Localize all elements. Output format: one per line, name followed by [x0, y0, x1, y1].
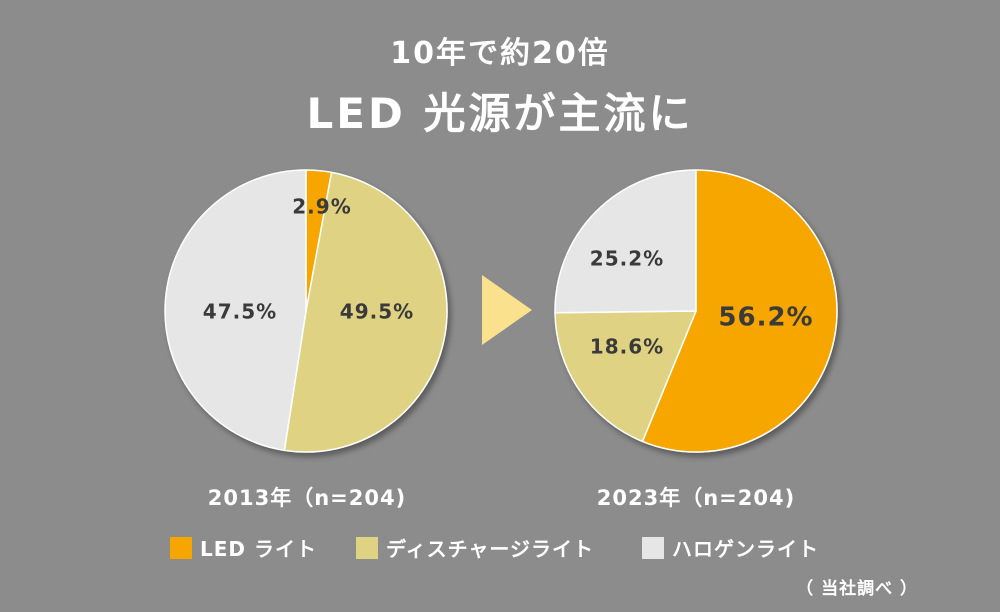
legend-label-led: LED ライト: [200, 537, 317, 561]
pie-slice-2023-halogen: [554, 169, 697, 314]
pie-slice-2023-led: [641, 169, 838, 453]
legend-swatch-led: [170, 536, 192, 559]
pie-label-2013-led: 2.9%: [292, 195, 351, 219]
legend-label-halogen: ハロゲンライト: [672, 537, 819, 561]
caption-2013: 2013年（n=204): [207, 486, 407, 510]
pie-label-2023-led: 56.2%: [718, 303, 813, 333]
pie-chart-2013: [164, 169, 448, 453]
pie-label-2013-discharge: 49.5%: [340, 300, 414, 324]
legend-item-discharge: ディスチャージライト: [356, 533, 594, 562]
legend-item-led: LED ライト: [170, 533, 317, 562]
pie-label-2023-halogen: 25.2%: [590, 247, 664, 271]
pie-chart-2023: [554, 169, 838, 453]
pie-slice-2023-discharge: [554, 310, 698, 443]
chart-title-line2: LED 光源が主流に: [306, 89, 694, 138]
pie-slice-2013-halogen: [164, 169, 307, 452]
legend-label-discharge: ディスチャージライト: [386, 537, 594, 561]
pie-label-2023-discharge: 18.6%: [590, 335, 664, 359]
legend-swatch-discharge: [356, 536, 378, 559]
pie-labels-2013: 2.9% 49.5% 47.5%: [203, 195, 414, 324]
legend-item-halogen: ハロゲンライト: [642, 533, 819, 562]
legend-swatch-halogen: [642, 536, 664, 559]
arrow-icon: [482, 275, 532, 345]
legend: LED ライト ディスチャージライト ハロゲンライト: [0, 533, 1000, 563]
caption-2023: 2023年（n=204): [596, 486, 796, 510]
chart-title-line1: 10年で約20倍: [390, 36, 610, 71]
pie-slice-2013-discharge: [283, 171, 448, 453]
pie-label-2013-halogen: 47.5%: [203, 300, 277, 324]
source-note: （ 当社調べ ）: [796, 579, 918, 599]
pie-labels-2023: 56.2% 18.6% 25.2%: [590, 247, 813, 359]
